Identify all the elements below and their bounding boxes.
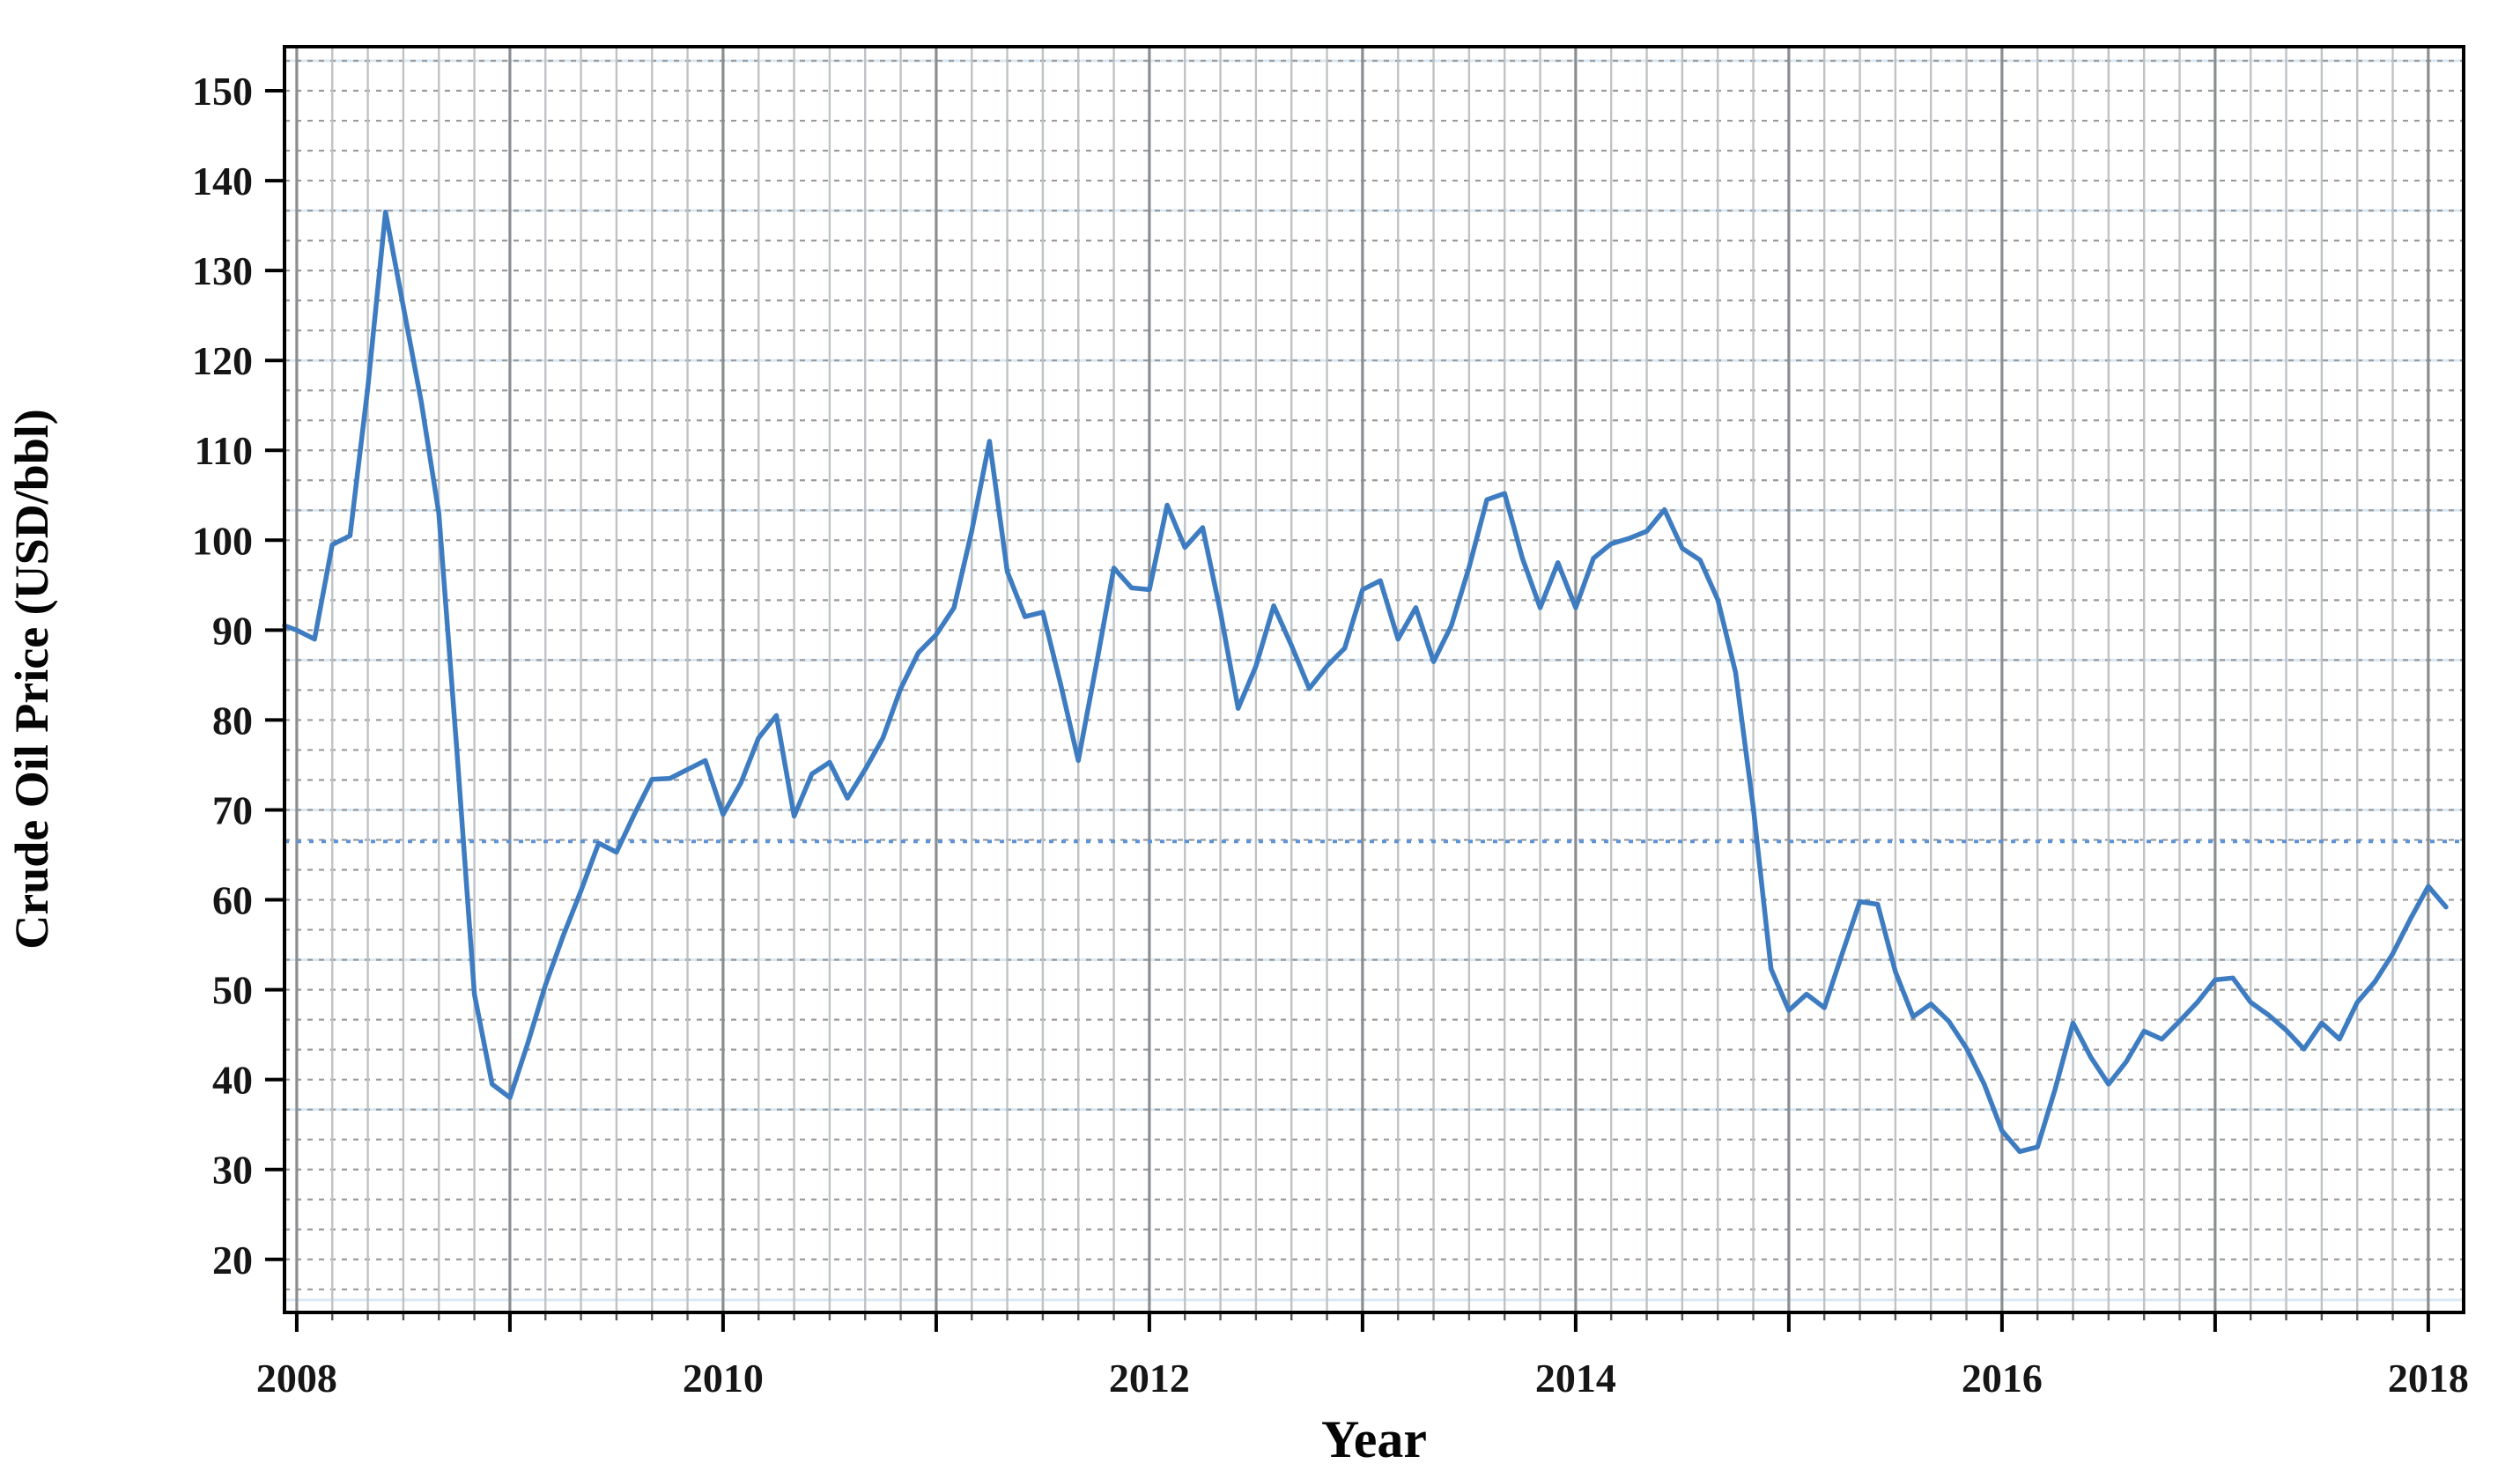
y-tick-label: 140: [192, 159, 253, 203]
y-tick-label: 100: [192, 518, 253, 563]
x-tick-label: 2018: [2388, 1356, 2469, 1401]
y-tick-label: 40: [212, 1058, 253, 1103]
y-axis-title: Crude Oil Price (USD/bbl): [5, 409, 58, 949]
x-tick-label: 2014: [1535, 1356, 1616, 1401]
y-tick-label: 80: [212, 698, 253, 743]
y-tick-label: 70: [212, 787, 253, 832]
y-tick-label: 30: [212, 1148, 253, 1193]
y-tick-label: 150: [192, 69, 253, 114]
y-tick-label: 20: [212, 1238, 253, 1283]
y-tick-label: 130: [192, 248, 253, 293]
y-tick-label: 110: [195, 428, 253, 473]
y-tick-label: 90: [212, 608, 253, 653]
y-tick-label: 120: [192, 338, 253, 383]
y-tick-label: 50: [212, 968, 253, 1013]
x-axis-title: Year: [1321, 1410, 1427, 1468]
plot-frame: [283, 45, 2465, 1314]
y-tick-label: 60: [212, 878, 253, 923]
x-tick-label: 2016: [1962, 1356, 2043, 1401]
x-tick-label: 2008: [256, 1356, 337, 1401]
price-line: [282, 210, 2449, 1155]
x-tick-label: 2012: [1109, 1356, 1190, 1401]
x-tick-label: 2010: [683, 1356, 764, 1401]
